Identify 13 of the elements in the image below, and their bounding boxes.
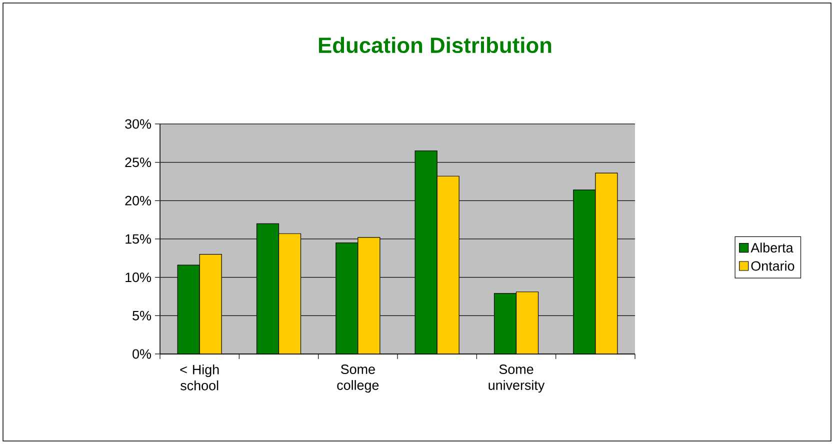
x-tick-label: Some university: [488, 364, 545, 393]
y-tick-label: 20%: [125, 196, 152, 206]
chart-title: Education Distribution: [318, 36, 552, 54]
y-tick-label: 10%: [126, 272, 152, 282]
legend-label: Ontario: [751, 260, 794, 271]
legend-label: Alberta: [750, 242, 794, 253]
x-tick-label: Some college: [337, 364, 379, 393]
x-tick-label: < High school: [180, 364, 219, 390]
y-tick-label: 15%: [126, 234, 152, 244]
y-tick-label: 30%: [125, 119, 152, 129]
y-tick-label: 0%: [132, 349, 152, 359]
y-tick-label: 5%: [132, 310, 152, 320]
y-tick-label: 25%: [125, 158, 152, 168]
